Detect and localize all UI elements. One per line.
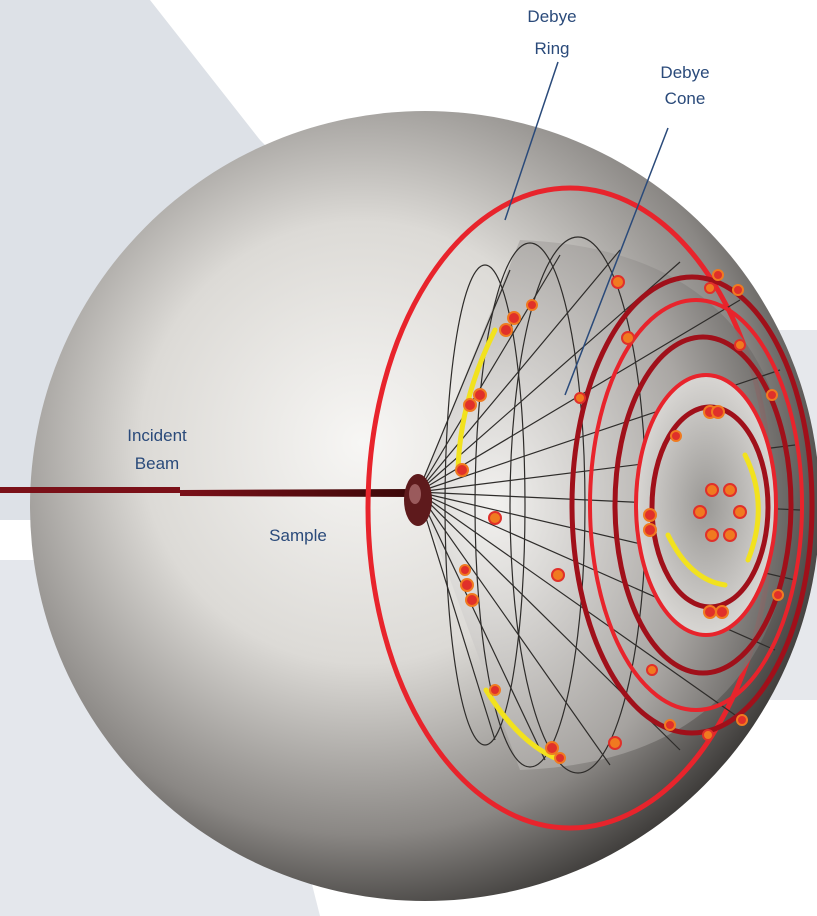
incident-beam-line-thick [180, 489, 415, 497]
debye-ring-2 [569, 274, 815, 736]
debye-ring-label-line1: Debye [527, 7, 576, 26]
debye-cone-label-line1: Debye [660, 63, 709, 82]
debye-ring-5 [634, 373, 778, 637]
debye-cone-label-line2: Cone [665, 89, 706, 108]
incident-beam-line [0, 487, 180, 493]
incident-beam-label-line2: Beam [135, 454, 179, 473]
sample-label: Sample [269, 526, 327, 545]
sample-highlight [409, 484, 421, 504]
incident-beam-label-line1: Incident [127, 426, 187, 445]
debye-cone-surface [418, 240, 795, 770]
debye-ring-3 [588, 298, 804, 712]
debye-ring-4 [612, 334, 794, 676]
debye-ring-label-line2: Ring [535, 39, 570, 58]
debye-cone-leader-line [564, 127, 669, 396]
debye-ring-leader-line [504, 61, 559, 221]
diffraction-spots [455, 269, 784, 764]
